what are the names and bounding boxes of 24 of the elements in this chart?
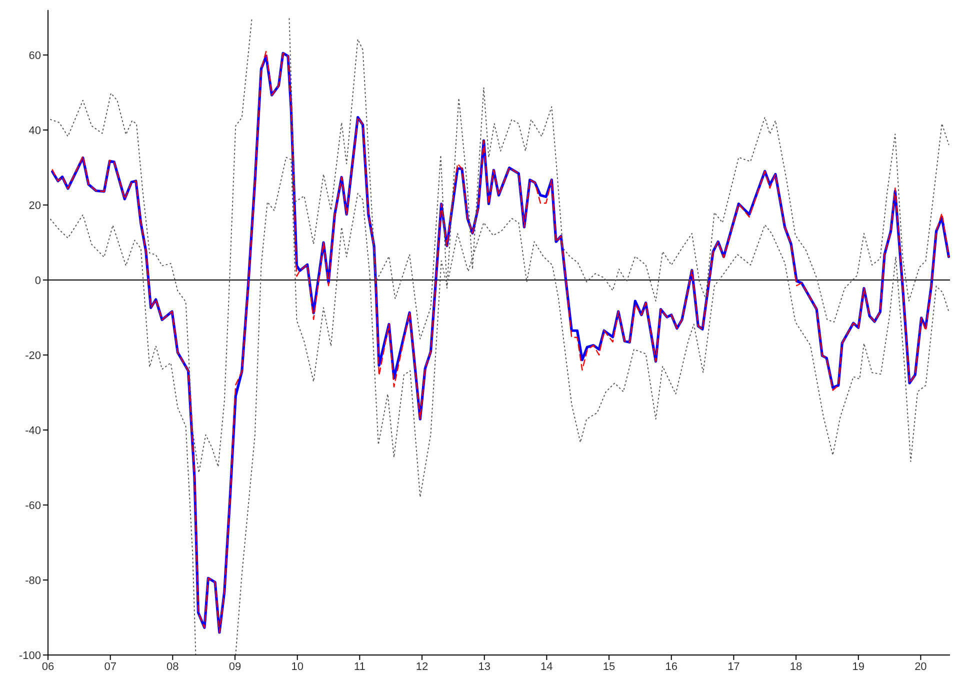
x-tick-label: 18 [790,660,802,673]
y-tick-label: -20 [25,350,41,362]
y-tick-label: -60 [25,500,41,512]
x-tick-label: 13 [478,660,490,673]
y-tick-label: -40 [25,424,41,437]
x-tick-label: 09 [228,660,242,673]
x-tick-label: 19 [852,660,864,673]
y-tick-label: 0 [34,274,41,287]
x-tick-label: 15 [602,660,616,673]
x-tick-label: 20 [914,660,927,673]
x-tick-label: 08 [166,660,179,673]
x-tick-label: 16 [665,660,678,673]
x-tick-label: 06 [42,660,54,673]
x-tick-label: 11 [354,660,366,673]
y-tick-label: -100 [18,650,41,662]
y-tick-label: 40 [28,124,41,137]
x-tick-label: 14 [540,660,553,673]
y-tick-label: 60 [28,50,41,62]
x-tick-label: 17 [728,660,740,673]
y-tick-label: 20 [28,200,41,212]
y-tick-label: -80 [25,574,41,587]
x-tick-label: 12 [416,660,428,673]
x-tick-label: 10 [291,660,304,673]
x-tick-label: 07 [104,660,116,673]
